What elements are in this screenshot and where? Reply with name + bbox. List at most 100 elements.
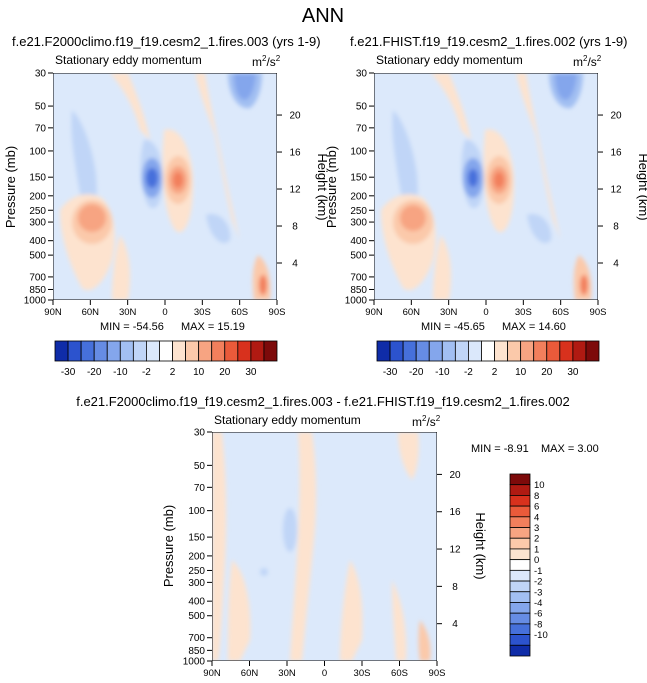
lat-tick-label: 60S <box>552 307 569 318</box>
panel-2-pos-band-upper <box>431 73 471 140</box>
height-tick-label: 12 <box>289 185 301 196</box>
colorbar-swatch <box>468 340 482 362</box>
panel-1-pos-bottom-mid <box>112 235 130 300</box>
colorbar-swatch <box>520 340 535 362</box>
colorbar-swatch <box>172 340 186 362</box>
panel-2-neg-core-inner <box>468 169 478 187</box>
panel-2-ylabel: Pressure (mb) <box>324 146 339 228</box>
pressure-tick-label: 250 <box>188 566 205 577</box>
pressure-tick-label: 200 <box>350 191 367 202</box>
colorbar-swatch <box>263 340 278 362</box>
colorbar-swatch <box>146 340 160 362</box>
lat-tick-label: 90N <box>203 668 221 679</box>
colorbar-label: 2 <box>492 367 498 378</box>
panel-1-units: m2/s2 <box>252 54 281 69</box>
pressure-tick-label: 250 <box>29 206 46 217</box>
lat-tick-label: 90S <box>590 307 607 318</box>
panel-3-pos-mid-band <box>290 432 317 661</box>
panel-3-neg-small <box>260 568 268 576</box>
pressure-tick-label: 500 <box>350 251 367 262</box>
panel-3-ylabel: Pressure (mb) <box>161 505 176 587</box>
lat-tick-label: 0 <box>322 668 327 679</box>
colorbar-swatch <box>224 340 239 362</box>
colorbar-label: -6 <box>534 609 542 620</box>
colorbar-label: -10 <box>113 367 128 378</box>
pressure-tick-label: 50 <box>35 102 47 113</box>
colorbar-label: 3 <box>534 523 539 534</box>
pressure-tick-label: 300 <box>188 578 205 589</box>
lat-tick-label: 60N <box>82 307 100 318</box>
pressure-tick-label: 1000 <box>24 296 47 307</box>
colorbar-swatch <box>481 340 495 362</box>
colorbar-swatch <box>509 580 531 593</box>
panel-3-pos-right-upper <box>398 432 419 480</box>
height-tick-label: 8 <box>292 222 298 233</box>
panel-1-lat-axis: 90N 60N 30N 0 30S 60S 90S <box>44 300 285 318</box>
pressure-tick-label: 700 <box>188 633 205 644</box>
colorbar-swatch <box>509 516 531 528</box>
panel-3-field-label: Stationary eddy momentum <box>214 413 361 427</box>
panel-1-field-label: Stationary eddy momentum <box>55 53 202 67</box>
height-tick-label: 4 <box>292 259 298 270</box>
height-tick-label: 12 <box>449 545 461 556</box>
colorbar-swatch <box>509 591 531 603</box>
colorbar-swatch <box>119 340 134 362</box>
panel-2-ylabel-right: Height (km) <box>636 153 647 220</box>
pressure-tick-label: 200 <box>188 551 205 562</box>
lat-tick-label: 90N <box>44 307 62 318</box>
lat-tick-label: 30N <box>119 307 137 318</box>
lat-tick-label: 0 <box>162 307 167 318</box>
panel-2: f.e21.FHIST.f19_f19.cesm2_1.fires.002 (y… <box>324 34 647 333</box>
panel-2-pos-left-lobe-core <box>400 205 426 231</box>
pressure-tick-label: 700 <box>29 272 46 283</box>
colorbar-label: -8 <box>534 619 542 630</box>
colorbar-swatch <box>585 340 600 362</box>
colorbar-swatch <box>509 634 531 646</box>
pressure-tick-label: 50 <box>356 102 368 113</box>
panel-3-pos-left-band <box>212 432 227 661</box>
panel-1-ylabel-right: Height (km) <box>315 153 330 220</box>
height-tick-label: 12 <box>610 185 622 196</box>
colorbar-swatch <box>509 602 531 614</box>
colorbar-label: -10 <box>534 630 548 641</box>
pressure-tick-label: 150 <box>188 533 205 544</box>
pressure-tick-label: 200 <box>29 191 46 202</box>
colorbar-label: -4 <box>534 598 542 609</box>
colorbar-label: 8 <box>534 491 539 502</box>
colorbar-swatch <box>454 340 469 362</box>
panel-1-height-axis: 4 8 12 16 20 <box>277 111 301 270</box>
pressure-tick-label: 70 <box>35 123 47 134</box>
height-tick-label: 20 <box>289 111 301 122</box>
colorbar-swatch <box>546 340 561 362</box>
height-tick-label: 16 <box>289 148 301 159</box>
colorbar-label: 10 <box>515 367 527 378</box>
pressure-tick-label: 500 <box>29 251 46 262</box>
panel-1-neg-core-inner <box>146 168 158 188</box>
colorbar-swatch <box>509 548 531 561</box>
panel-3-title: f.e21.F2000climo.f19_f19.cesm2_1.fires.0… <box>76 394 570 409</box>
panel-3-pos-lower-left <box>228 560 251 661</box>
pressure-tick-label: 30 <box>194 428 206 439</box>
lat-tick-label: 60S <box>391 668 408 679</box>
colorbar-swatch <box>54 340 69 362</box>
panel-2-pos-core-center <box>494 172 504 188</box>
colorbar-swatch <box>132 340 147 362</box>
colorbar-swatch <box>572 340 587 362</box>
panel-3-max: MAX = 3.00 <box>541 443 599 455</box>
panel-2-field <box>374 73 598 300</box>
lat-tick-label: 90S <box>429 668 446 679</box>
colorbar-swatch <box>509 484 531 496</box>
colorbar-swatch <box>106 340 121 362</box>
panel-1-min: MIN = -54.56 <box>100 321 164 333</box>
pressure-tick-label: 400 <box>188 597 205 608</box>
pressure-tick-label: 850 <box>29 285 46 296</box>
colorbar-swatch <box>509 505 531 518</box>
height-tick-label: 16 <box>449 507 461 518</box>
page-title: ANN <box>302 5 344 27</box>
colorbar-swatch <box>441 340 456 362</box>
pressure-tick-label: 100 <box>350 146 367 157</box>
panel-2-field-label: Stationary eddy momentum <box>376 53 523 67</box>
